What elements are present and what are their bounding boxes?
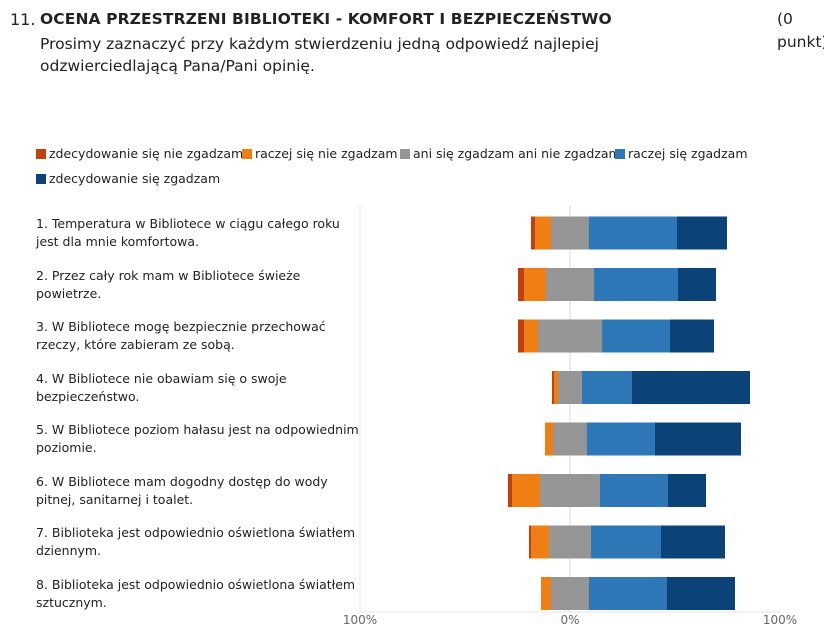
bar-segment — [594, 268, 678, 301]
category-label: 4. W Bibliotece nie obawiam się o swoje … — [36, 370, 287, 404]
bar-segment — [541, 577, 551, 610]
legend-swatch — [615, 149, 625, 159]
bar-segment — [667, 577, 735, 610]
bar-segment — [553, 422, 587, 456]
bar-segment — [518, 268, 524, 301]
bar-segment — [531, 216, 535, 250]
bar-segment — [558, 371, 582, 404]
bar-segment — [529, 525, 531, 559]
legend-label: raczej się nie zgadzam — [255, 146, 398, 161]
bar-segment — [600, 474, 668, 507]
bar-segment — [549, 525, 591, 559]
bar-segment — [531, 525, 549, 559]
legend-item-agree: raczej się zgadzam — [615, 146, 748, 161]
category-label: 2. Przez cały rok mam w Bibliotece śwież… — [36, 267, 301, 301]
bar-segment — [546, 268, 594, 301]
question-points: (0 — [777, 10, 793, 28]
bar-segment — [677, 216, 727, 250]
legend-item-disagree: raczej się nie zgadzam — [242, 146, 398, 161]
legend-label: zdecydowanie się nie zgadzam — [49, 146, 244, 161]
bar-segment — [589, 216, 677, 250]
legend-item-strongly-disagree: zdecydowanie się nie zgadzam — [36, 146, 243, 161]
category-label: 6. W Bibliotece mam dogodny dostęp do wo… — [36, 473, 328, 507]
bar-segment — [554, 371, 558, 404]
bar-segment — [678, 268, 716, 301]
bar-segment — [668, 474, 706, 507]
bar-segment — [591, 525, 661, 559]
legend-swatch — [36, 174, 46, 184]
bar-segment — [551, 216, 589, 250]
category-label: 8. Biblioteka jest odpowiednio oświetlon… — [36, 576, 356, 610]
bar-segment — [655, 422, 741, 456]
bar-segment — [661, 525, 725, 559]
x-tick-label: 100% — [763, 613, 797, 626]
legend-swatch — [242, 149, 252, 159]
legend-label: zdecydowanie się zgadzam — [49, 171, 221, 186]
category-label: 3. W Bibliotece mogę bezpiecznie przecho… — [36, 319, 326, 352]
category-label: 7. Biblioteka jest odpowiednio oświetlon… — [36, 525, 356, 558]
legend-swatch — [400, 149, 410, 159]
bar-segment — [512, 474, 540, 507]
question-description: Prosimy zaznaczyć przy każdym stwierdzen… — [40, 35, 599, 75]
bar-segment — [582, 371, 632, 404]
x-tick-label: 100% — [343, 613, 377, 626]
bar-segment — [552, 371, 554, 404]
legend-item-strongly-agree: zdecydowanie się zgadzam — [36, 171, 220, 186]
bar-segment — [551, 577, 589, 610]
question-number: 11. — [10, 10, 36, 29]
category-label: 5. W Bibliotece poziom hałasu jest na od… — [36, 422, 359, 455]
bar-segment — [524, 268, 546, 301]
bar-segment — [538, 319, 602, 353]
bar-segment — [524, 319, 538, 353]
bar-segment — [535, 216, 551, 250]
bar-segment — [540, 474, 600, 507]
bar-segment — [589, 577, 667, 610]
bar-segment — [518, 319, 524, 353]
legend-item-neutral: ani się zgadzam ani nie zgadzam — [400, 146, 621, 161]
question-title: OCENA PRZESTRZENI BIBLIOTEKI - KOMFORT I… — [40, 10, 612, 28]
question-points-suffix: punkt) — [777, 33, 824, 51]
x-tick-label: 0% — [560, 613, 579, 626]
bar-segment — [602, 319, 670, 353]
bar-segment — [508, 474, 512, 507]
category-label: 1. Temperatura w Bibliotece w ciągu całe… — [36, 216, 340, 249]
bar-segment — [587, 422, 655, 456]
legend-swatch — [36, 149, 46, 159]
legend-label: raczej się zgadzam — [628, 146, 748, 161]
bar-segment — [545, 422, 553, 456]
bar-segment — [670, 319, 714, 353]
legend-label: ani się zgadzam ani nie zgadzam — [413, 146, 621, 161]
bar-segment — [632, 371, 750, 404]
